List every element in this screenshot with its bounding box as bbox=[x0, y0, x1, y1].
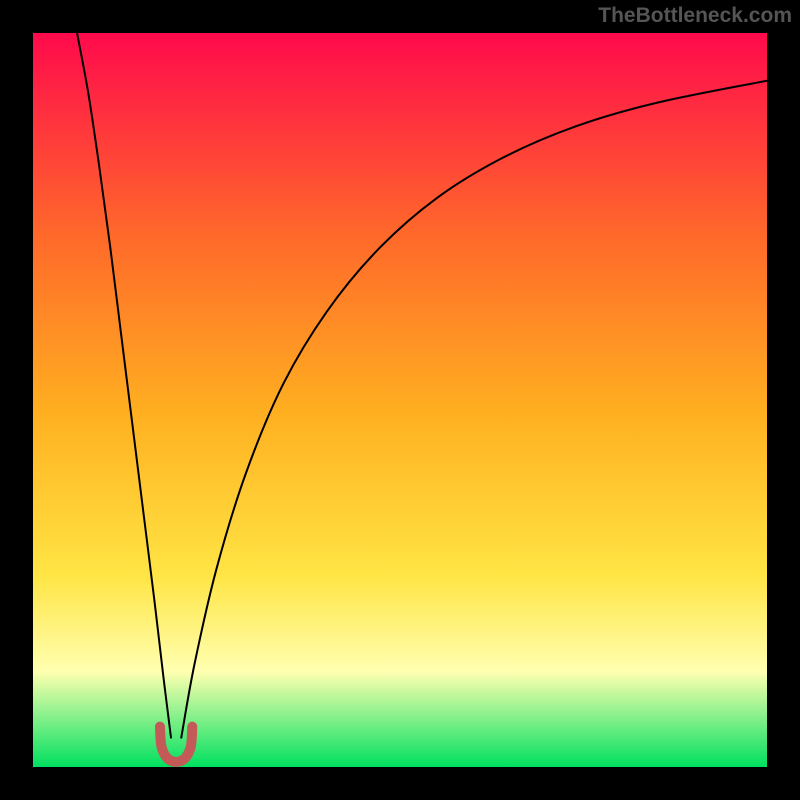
bottleneck-chart bbox=[0, 0, 800, 800]
plot-area-gradient bbox=[33, 33, 767, 767]
chart-container: TheBottleneck.com bbox=[0, 0, 800, 800]
watermark-text: TheBottleneck.com bbox=[598, 4, 792, 28]
